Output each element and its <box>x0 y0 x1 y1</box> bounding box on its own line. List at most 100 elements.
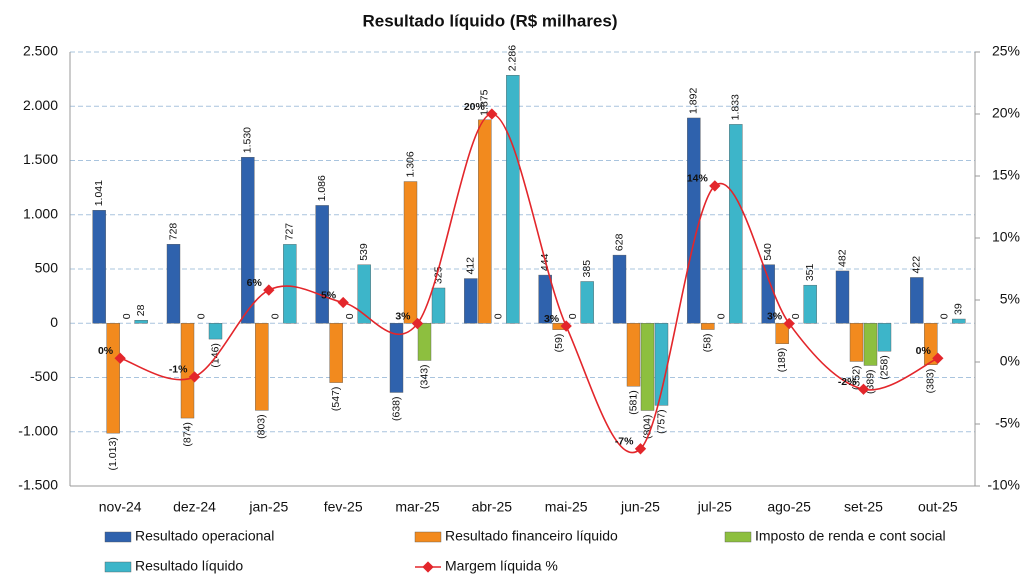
percent-label: 0% <box>98 345 114 357</box>
bar <box>626 323 641 387</box>
y-tick-label: -1.000 <box>18 422 58 438</box>
bar <box>389 323 404 393</box>
data-label: 385 <box>581 260 593 278</box>
data-label: (189) <box>776 348 788 373</box>
bar <box>835 270 850 324</box>
percent-label: 3% <box>767 310 783 322</box>
data-label: (352) <box>850 365 862 390</box>
data-label: 1.892 <box>688 88 700 114</box>
bar <box>506 75 520 324</box>
y2-tick-label: 15% <box>992 167 1020 183</box>
legend-label: Resultado líquido <box>135 558 243 574</box>
chart-title: Resultado líquido (R$ milhares) <box>362 11 617 30</box>
percent-label: -2% <box>838 376 857 388</box>
data-label: (343) <box>418 364 430 389</box>
bar <box>910 277 924 324</box>
data-label: 728 <box>167 223 179 241</box>
line-marker <box>188 371 201 383</box>
x-tick-label: fev-25 <box>324 499 363 515</box>
data-label: 1.086 <box>316 175 328 201</box>
bar <box>863 323 878 366</box>
data-label: 727 <box>284 223 296 241</box>
bar <box>180 323 195 419</box>
data-label: 0 <box>567 313 579 319</box>
y-tick-label: 2.500 <box>23 43 58 59</box>
line-marker <box>337 296 349 309</box>
bar <box>580 281 594 324</box>
y2-tick-label: 25% <box>992 43 1020 59</box>
line-marker <box>634 443 647 455</box>
data-label: (757) <box>655 409 667 434</box>
x-tick-label: set-25 <box>844 499 883 515</box>
bar <box>315 205 329 324</box>
legend-swatch <box>414 531 442 543</box>
data-label: 482 <box>836 249 848 267</box>
x-tick-label: out-25 <box>918 499 958 515</box>
bar <box>729 124 743 324</box>
percent-label: 3% <box>395 310 411 322</box>
bar <box>612 254 627 324</box>
y2-tick-label: 10% <box>992 229 1020 245</box>
bar <box>403 181 418 324</box>
bar <box>478 119 492 324</box>
bar <box>106 323 120 434</box>
bar <box>357 264 371 324</box>
data-label: (1.013) <box>107 437 119 470</box>
data-label: 1.306 <box>404 151 416 177</box>
percent-label: 6% <box>247 277 263 289</box>
data-label: (383) <box>925 369 937 394</box>
bar <box>329 323 343 383</box>
data-label: 2.286 <box>507 45 519 71</box>
data-label: 1.041 <box>93 180 105 206</box>
x-tick-label: mar-25 <box>395 499 440 515</box>
bar <box>924 323 938 366</box>
bar <box>134 320 148 324</box>
legend-swatch <box>104 531 132 543</box>
bar <box>92 210 106 324</box>
line-marker <box>263 284 275 296</box>
line-marker <box>709 180 721 192</box>
data-label: (258) <box>878 355 890 380</box>
legend-label: Resultado financeiro líquido <box>445 528 618 544</box>
data-label: (547) <box>330 387 342 412</box>
percent-label: 5% <box>321 289 337 301</box>
bar <box>464 278 478 324</box>
bar <box>775 323 789 344</box>
percent-label: 20% <box>464 101 486 113</box>
legend-swatch <box>104 561 132 573</box>
bar <box>640 323 655 411</box>
bar <box>803 284 817 324</box>
data-label: 539 <box>358 243 370 261</box>
line-marker <box>932 352 944 364</box>
data-label: (146) <box>209 343 221 368</box>
data-label: 628 <box>613 233 625 251</box>
data-label: 0 <box>790 313 802 319</box>
y2-tick-label: 5% <box>1000 291 1020 307</box>
data-label: (58) <box>702 334 714 353</box>
x-tick-label: jul-25 <box>697 499 732 515</box>
y-tick-label: 500 <box>35 260 59 276</box>
legend-label: Imposto de renda e cont social <box>755 528 946 544</box>
bar <box>283 244 297 324</box>
bar <box>538 274 552 324</box>
data-label: 540 <box>762 243 774 261</box>
data-label: 1.530 <box>242 127 254 153</box>
y-tick-label: -500 <box>30 368 58 384</box>
y-tick-label: -1.500 <box>18 477 58 493</box>
y-tick-label: 0 <box>50 314 58 330</box>
data-label: 0 <box>716 313 728 319</box>
data-label: (804) <box>641 414 653 439</box>
percent-label: 14% <box>687 173 709 185</box>
data-label: 39 <box>953 303 965 315</box>
y-tick-label: 2.000 <box>23 97 58 113</box>
bar <box>877 323 892 352</box>
data-label: 0 <box>493 313 505 319</box>
y-tick-label: 1.500 <box>23 151 58 167</box>
x-tick-label: jan-25 <box>248 499 288 515</box>
legend-marker <box>422 561 434 573</box>
legend-label: Margem líquida % <box>445 558 558 574</box>
data-label: 412 <box>465 257 477 275</box>
x-tick-label: dez-24 <box>173 499 216 515</box>
percent-label: -7% <box>615 436 634 448</box>
